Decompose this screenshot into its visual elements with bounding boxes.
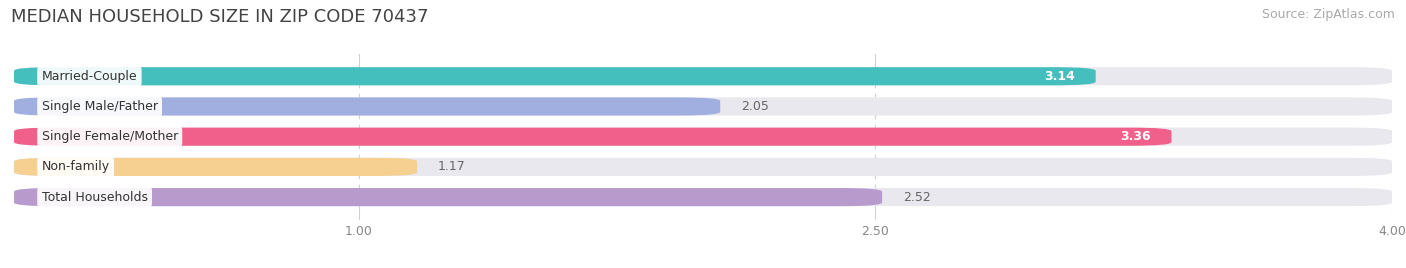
FancyBboxPatch shape	[14, 158, 1392, 176]
Text: Total Households: Total Households	[42, 191, 148, 204]
Text: 2.52: 2.52	[903, 191, 931, 204]
Text: Source: ZipAtlas.com: Source: ZipAtlas.com	[1261, 8, 1395, 21]
Text: 3.36: 3.36	[1121, 130, 1150, 143]
FancyBboxPatch shape	[14, 97, 720, 116]
FancyBboxPatch shape	[14, 67, 1095, 85]
Text: 2.05: 2.05	[741, 100, 769, 113]
FancyBboxPatch shape	[14, 158, 418, 176]
Text: 1.17: 1.17	[437, 160, 465, 173]
Text: MEDIAN HOUSEHOLD SIZE IN ZIP CODE 70437: MEDIAN HOUSEHOLD SIZE IN ZIP CODE 70437	[11, 8, 429, 26]
FancyBboxPatch shape	[14, 128, 1171, 146]
Text: 3.14: 3.14	[1045, 70, 1076, 83]
FancyBboxPatch shape	[14, 188, 1392, 206]
Text: Non-family: Non-family	[42, 160, 110, 173]
FancyBboxPatch shape	[14, 97, 1392, 116]
Text: Single Male/Father: Single Male/Father	[42, 100, 157, 113]
FancyBboxPatch shape	[14, 188, 882, 206]
FancyBboxPatch shape	[14, 128, 1392, 146]
FancyBboxPatch shape	[14, 67, 1392, 85]
Text: Single Female/Mother: Single Female/Mother	[42, 130, 179, 143]
Text: Married-Couple: Married-Couple	[42, 70, 138, 83]
